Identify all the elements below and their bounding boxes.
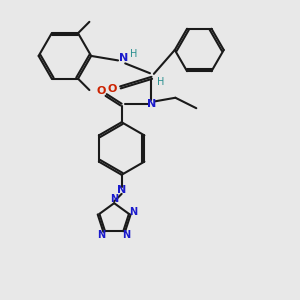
Text: N: N — [97, 230, 105, 240]
Text: N: N — [129, 207, 137, 218]
Text: O: O — [108, 84, 117, 94]
Text: H: H — [157, 77, 164, 87]
Text: O: O — [96, 85, 105, 96]
Text: N: N — [147, 99, 156, 109]
Text: N: N — [117, 185, 126, 195]
Text: N: N — [119, 53, 128, 63]
Text: H: H — [130, 50, 137, 59]
Text: N: N — [122, 230, 130, 240]
Text: N: N — [110, 194, 118, 204]
